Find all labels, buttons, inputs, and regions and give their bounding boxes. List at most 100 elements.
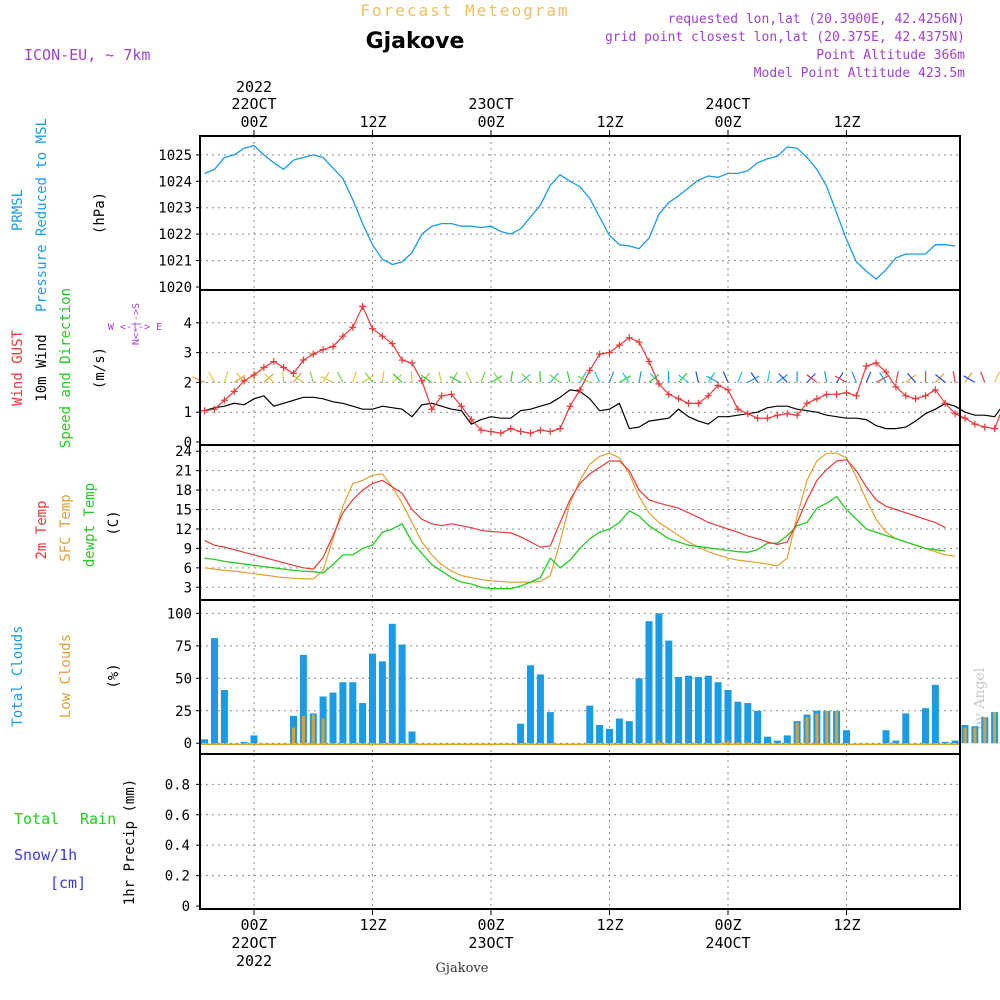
y-tick-label: 75: [175, 639, 192, 655]
wind-arrow: [677, 374, 689, 383]
temp2m-line: [204, 459, 946, 570]
label-cm: [cm]: [50, 874, 86, 892]
gust-marker: [941, 399, 949, 407]
wind-arrow: [806, 374, 818, 383]
total-cloud-bar: [586, 705, 594, 744]
wind-arrow: [579, 371, 587, 383]
y-tick-label: 1024: [158, 174, 192, 190]
wind-arrow: [566, 371, 571, 383]
requested-coords: requested lon,lat (20.3900E, 42.4256N): [668, 12, 965, 27]
gust-marker: [823, 390, 831, 398]
wind-arrow: [834, 375, 847, 383]
wind-arrow: [381, 371, 385, 383]
bottom-day-3: 24OCT: [705, 934, 750, 952]
top-hour-3: 00Z: [477, 113, 504, 131]
total-cloud-bar: [685, 675, 692, 744]
wind-arrow: [952, 371, 956, 383]
total-cloud-bar: [665, 640, 673, 744]
wind-arrow: [750, 372, 759, 383]
grid-point-coords: grid point closest lon,lat (20.375E, 42.…: [605, 30, 965, 45]
wind-arrow: [520, 373, 531, 383]
y-tick-label: 21: [175, 464, 192, 480]
panel-frame-5: [199, 753, 961, 910]
y-tick-label: 1: [184, 405, 192, 421]
dewpt-line: [204, 495, 946, 590]
wind-dir-legend-vertical: N<-|->S: [131, 303, 142, 345]
total-cloud-bar: [714, 682, 722, 744]
low-cloud-bar: [963, 727, 967, 744]
wind-arrow: [722, 371, 729, 383]
total-cloud-bar: [882, 730, 890, 744]
gust-marker: [783, 410, 791, 418]
y-tick-label: 1021: [158, 254, 192, 270]
low-cloud-bar: [311, 714, 315, 744]
wind-arrow: [292, 374, 304, 383]
wind-arrow: [192, 376, 205, 383]
gust-marker: [408, 359, 416, 367]
label-total-clouds: Total Clouds: [10, 625, 26, 726]
sfc-temp-line: [204, 452, 956, 583]
gust-marker: [418, 377, 426, 385]
gust-marker: [892, 383, 900, 391]
y-tick-label: 1023: [158, 201, 192, 217]
wind-arrow: [410, 371, 413, 383]
y-tick-label: 15: [175, 503, 192, 519]
location-title: Gjakove: [366, 29, 465, 54]
gust-marker: [803, 399, 811, 407]
wind-arrow: [450, 371, 458, 383]
total-cloud-bar: [201, 739, 209, 744]
gust-marker: [882, 368, 890, 376]
total-cloud-bar: [744, 703, 752, 744]
total-cloud-bar: [398, 644, 406, 744]
gust-marker: [981, 423, 989, 431]
low-cloud-bar: [983, 717, 987, 744]
wind-arrow: [480, 371, 486, 383]
low-cloud-bar: [805, 717, 809, 744]
gust-marker: [596, 350, 604, 358]
gust-marker: [566, 402, 574, 410]
gust-marker: [754, 414, 762, 422]
wind-arrow: [737, 371, 743, 383]
wind-arrow: [362, 374, 375, 383]
gust-marker: [250, 371, 258, 379]
label-rain: Rain: [80, 810, 116, 828]
total-cloud-bar: [359, 703, 367, 744]
gust-marker: [685, 399, 692, 407]
wind-arrow: [420, 374, 433, 383]
label-low-clouds: Low Clouds: [58, 634, 74, 718]
total-cloud-bar: [369, 653, 376, 744]
gust-marker: [546, 428, 554, 436]
wind-arrow: [648, 374, 660, 383]
label-celsius: (C): [106, 510, 122, 535]
total-cloud-bar: [388, 623, 396, 744]
top-year: 2022: [236, 78, 272, 96]
gust-marker: [635, 338, 643, 346]
total-cloud-bar: [349, 682, 357, 744]
gust-marker: [645, 358, 653, 366]
gust-marker: [586, 366, 594, 374]
wind-arrow: [777, 374, 788, 383]
gust-marker: [536, 426, 544, 434]
total-cloud-bar: [378, 661, 386, 744]
label-ms: (m/s): [92, 347, 108, 389]
y-tick-label: 0.2: [165, 869, 190, 885]
gust-marker: [428, 405, 436, 413]
bottom-day-1: 22OCT: [231, 934, 276, 952]
total-cloud-bar: [951, 740, 959, 744]
top-hour-4: 12Z: [596, 113, 623, 131]
low-cloud-bar: [973, 727, 977, 744]
gust-marker: [201, 407, 209, 415]
total-cloud-bar: [675, 677, 683, 744]
wind-arrow: [905, 374, 917, 383]
low-cloud-bar: [657, 740, 661, 744]
label-speed-direction: Speed and Direction: [58, 288, 74, 448]
watermark: by Angel: [972, 667, 988, 730]
wind-arrow: [490, 375, 503, 383]
gust-marker: [912, 395, 920, 403]
total-cloud-bar: [546, 712, 554, 744]
gust-marker: [615, 341, 623, 349]
gust-marker: [349, 323, 357, 331]
y-tick-label: 18: [175, 483, 192, 499]
wind-arrow: [980, 371, 986, 383]
wind-arrow: [521, 373, 531, 383]
